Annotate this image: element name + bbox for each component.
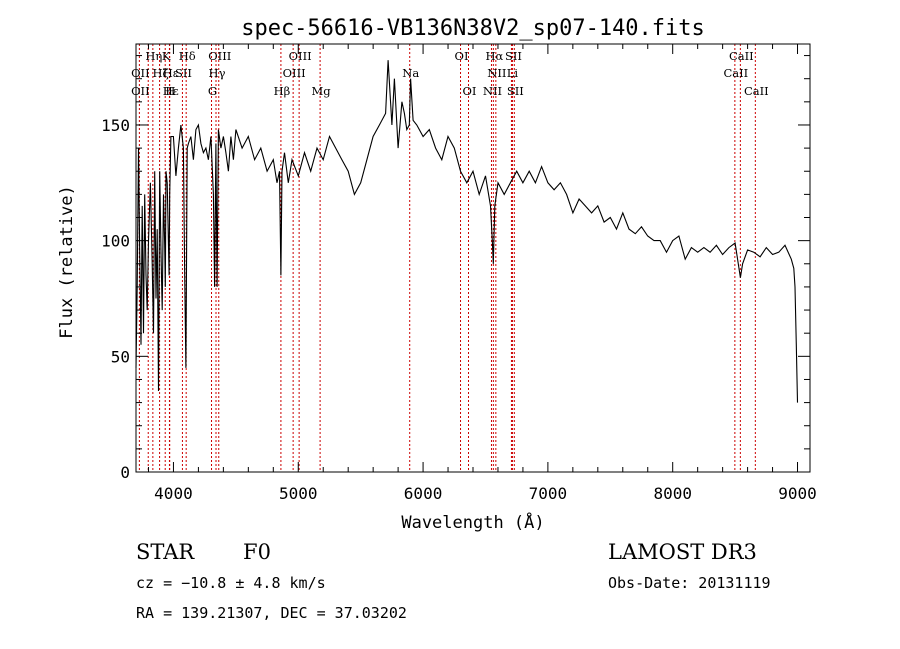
redshift-readout: cz = −10.8 ± 4.8 km/s <box>136 574 326 592</box>
y-tick-label: 100 <box>101 232 130 251</box>
x-tick-label: 5000 <box>279 484 318 503</box>
line-marker-label: G <box>208 84 217 98</box>
line-marker-label: OII <box>131 66 150 80</box>
y-tick-label: 150 <box>101 116 130 135</box>
line-markers <box>138 44 756 472</box>
y-tick-label: 0 <box>120 463 130 482</box>
line-marker-label: OII <box>131 84 150 98</box>
line-marker-label: OIII <box>208 49 231 63</box>
line-marker-label: OI <box>463 84 477 98</box>
line-marker-label: OIII <box>283 66 306 80</box>
y-tick-label: 50 <box>111 347 130 366</box>
survey-name: LAMOST DR3 <box>608 540 757 564</box>
line-marker-label: Na <box>402 66 419 80</box>
obs-date: Obs-Date: 20131119 <box>608 574 771 592</box>
object-class: STAR <box>136 540 195 564</box>
ra-dec-readout: RA = 139.21307, DEC = 37.03202 <box>136 604 407 622</box>
chart-title: spec-56616-VB136N38V2_sp07-140.fits <box>241 16 705 41</box>
line-marker-label: NII <box>483 84 502 98</box>
plot-frame <box>135 43 811 473</box>
x-tick-label: 6000 <box>404 484 443 503</box>
x-axis-label: Wavelength (Å) <box>401 511 544 533</box>
line-marker-label: SII <box>175 66 192 80</box>
line-marker-label: Hε <box>163 84 179 98</box>
line-marker-label: Hα <box>485 49 503 63</box>
line-marker-label: Hε <box>163 66 179 80</box>
line-marker-label: Hγ <box>209 66 226 80</box>
y-axis-label: Flux (relative) <box>57 185 77 339</box>
x-tick-label: 7000 <box>529 484 568 503</box>
line-marker-label: H <box>165 84 175 98</box>
x-tick-label: 9000 <box>778 484 817 503</box>
line-marker-label: OIII <box>289 49 312 63</box>
line-marker-label: Hβ <box>274 84 291 98</box>
line-marker-label: NII <box>487 66 506 80</box>
line-marker-label: K <box>162 49 171 63</box>
spectrum-line <box>135 60 799 403</box>
line-marker-label: Hζ <box>152 66 168 80</box>
line-marker-label: Mg <box>312 84 332 98</box>
line-marker-label: CaII <box>723 66 748 80</box>
x-axis-ticks: 4000 5000 6000 7000 8000 9000 <box>147 44 817 503</box>
spectral-subclass: F0 <box>243 540 271 564</box>
line-marker-label: CaII <box>729 49 754 63</box>
line-marker-label: CaII <box>744 84 769 98</box>
line-marker-label: Hδ <box>179 49 196 63</box>
x-tick-label: 8000 <box>653 484 692 503</box>
line-marker-label: SII <box>507 84 524 98</box>
line-marker-label: Hη <box>145 49 162 63</box>
x-tick-label: 4000 <box>154 484 193 503</box>
line-marker-label: Li <box>507 66 519 80</box>
line-marker-label: SII <box>505 49 522 63</box>
y-axis-ticks: 0 50 100 150 <box>101 55 810 482</box>
line-marker-label: OI <box>455 49 469 63</box>
